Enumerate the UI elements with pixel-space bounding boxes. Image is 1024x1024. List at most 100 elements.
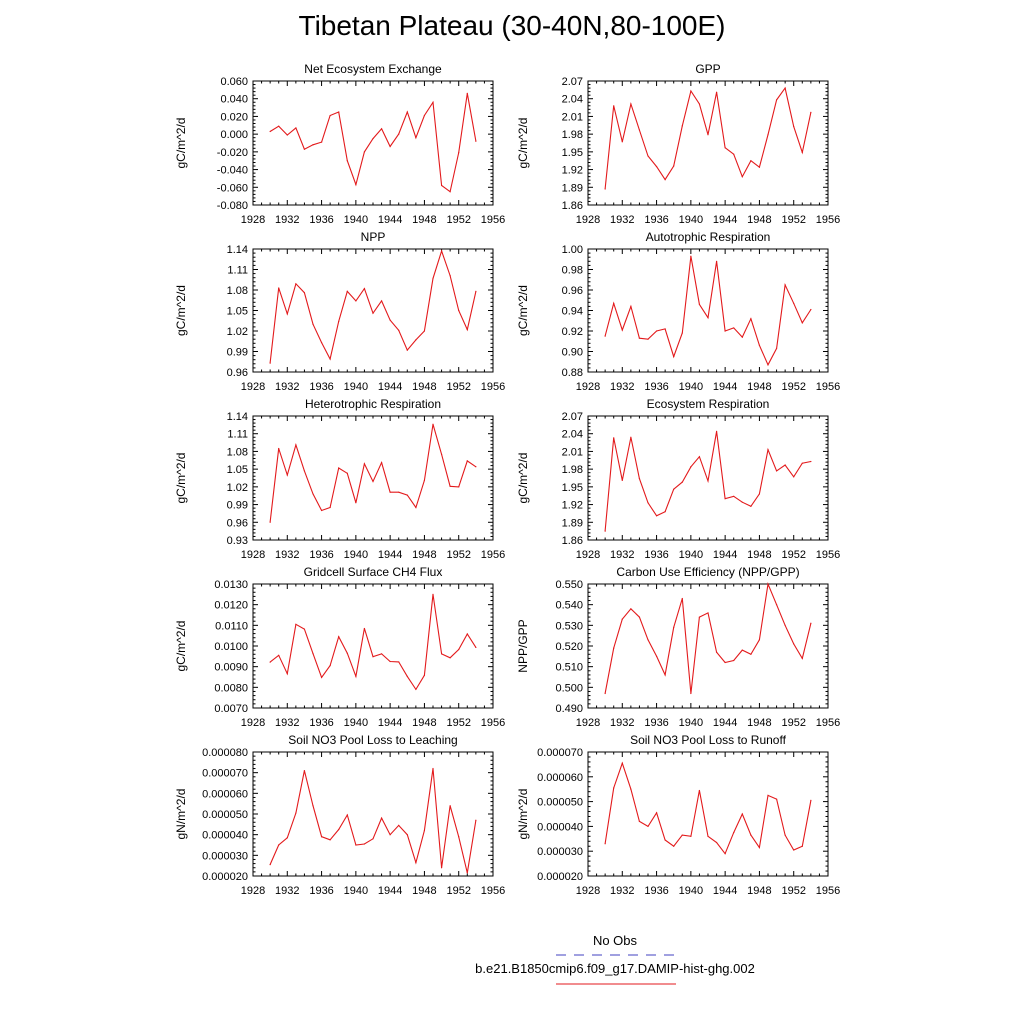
data-point [630,103,632,105]
data-point [398,329,400,331]
legend-obs-label: No Obs [592,933,638,948]
data-point [355,502,357,504]
x-tick-label: 1932 [610,549,634,561]
data-point [621,141,623,143]
data-point [604,188,606,190]
data-point [312,805,314,807]
panel-title: Ecosystem Respiration [647,397,770,411]
data-point [638,129,641,131]
data-point [724,853,726,855]
data-point [750,318,752,320]
data-point [295,812,297,814]
data-point [415,339,417,341]
x-tick-label: 1944 [378,549,402,561]
y-tick-label: 0.000020 [202,871,248,883]
panel-title: Soil NO3 Pool Loss to Leaching [288,733,457,747]
data-point [741,813,743,815]
y-tick-label: 1.02 [227,482,248,494]
x-tick-label: 1940 [679,549,703,561]
y-axis-label: NPP/GPP [516,619,530,672]
data-point [423,330,426,332]
data-point [673,165,675,167]
y-tick-label: 0.94 [562,306,583,318]
plot-frame [252,415,494,541]
x-tick-label: 1952 [781,214,805,226]
chart-panel-10: 1928 1932 1936 1940 1944 1948 1952 1956 0.000070… [516,733,840,897]
data-point [415,137,417,139]
x-tick-label: 1940 [344,549,368,561]
data-point [329,506,331,509]
data-point [758,344,761,346]
data-point [338,828,340,831]
panel-title: Heterotrophic Respiration [305,397,441,411]
y-tick-label: 2.04 [562,429,583,441]
y-tick-label: 1.08 [227,285,248,297]
data-point [707,134,709,136]
data-point [303,292,306,294]
data-point [715,430,718,432]
x-tick-label: 1932 [610,717,634,729]
x-tick-label: 1952 [781,381,805,393]
data-point [698,303,701,305]
x-tick-label: 1928 [241,381,265,393]
x-tick-label: 1928 [241,214,265,226]
data-point [355,184,357,186]
y-tick-label: 0.000020 [537,871,583,883]
data-point [363,463,366,465]
y-tick-label: 2.07 [562,411,583,423]
x-tick-label: 1944 [713,214,737,226]
data-point [355,675,357,677]
y-tick-label: 1.86 [562,535,583,547]
data-point [698,789,701,792]
data-point [458,836,460,838]
y-tick-label: 1.02 [227,326,248,338]
data-point [278,287,280,289]
x-tick-label: 1932 [610,214,634,226]
x-tick-label: 1944 [713,885,737,897]
data-point [372,838,374,840]
y-tick-label: -0.020 [217,147,248,159]
data-point [329,358,331,360]
y-tick-label: 0.98 [562,265,583,277]
data-point [346,472,348,474]
chart-panel-6: 1928 1932 1936 1940 1944 1948 1952 1956 2.07 2.04… [516,397,840,561]
data-point [380,128,383,130]
y-tick-label: 0.000030 [537,846,583,858]
y-axis-label: gC/m^2/d [174,453,188,504]
plot-frame [587,248,829,373]
x-tick-label: 1956 [816,214,840,226]
data-point [801,657,803,660]
y-tick-label: 0.92 [562,326,583,338]
data-point [440,653,443,655]
plot-frame [587,583,829,709]
chart-panel-4: 1928 1932 1936 1940 1944 1948 1952 1956 1.00 0.98… [516,230,840,393]
data-point [475,819,477,821]
y-tick-label: 0.020 [220,111,248,123]
x-tick-label: 1940 [679,717,703,729]
y-tick-label: 0.96 [227,367,248,379]
data-point [664,839,666,841]
y-tick-label: 0.000030 [202,850,248,862]
x-tick-label: 1956 [481,549,505,561]
x-tick-label: 1940 [344,381,368,393]
data-point [278,447,280,450]
data-point [690,90,692,92]
series-line [604,581,812,694]
y-tick-label: 0.96 [227,517,248,529]
x-tick-label: 1948 [747,381,771,393]
data-point [681,125,683,127]
data-point [647,502,649,504]
data-point [613,787,615,789]
data-point [269,864,271,866]
data-point [681,597,683,600]
plot-frame [252,80,494,206]
x-tick-label: 1952 [446,717,470,729]
x-tick-label: 1940 [344,717,368,729]
y-tick-label: 2.01 [562,111,583,123]
data-point [724,661,726,664]
data-point [475,290,477,292]
data-point [475,646,477,649]
panel-title: Autotrophic Respiration [646,230,771,244]
data-point [449,191,451,193]
